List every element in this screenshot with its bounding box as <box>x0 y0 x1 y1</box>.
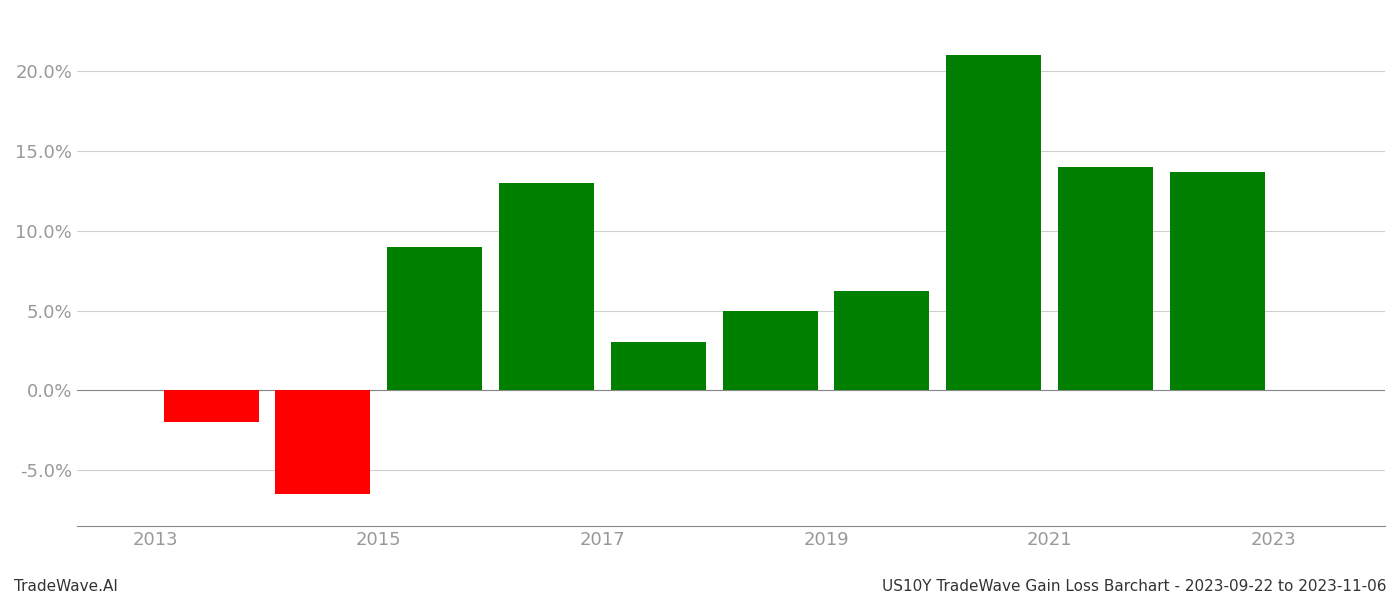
Bar <box>1170 172 1264 391</box>
Bar <box>276 391 371 494</box>
Bar <box>610 343 706 391</box>
Bar <box>722 311 818 391</box>
Text: TradeWave.AI: TradeWave.AI <box>14 579 118 594</box>
Bar <box>834 292 930 391</box>
Bar <box>946 55 1042 391</box>
Bar <box>164 391 259 422</box>
Bar <box>498 183 594 391</box>
Bar <box>1058 167 1154 391</box>
Text: US10Y TradeWave Gain Loss Barchart - 2023-09-22 to 2023-11-06: US10Y TradeWave Gain Loss Barchart - 202… <box>882 579 1386 594</box>
Bar <box>388 247 482 391</box>
